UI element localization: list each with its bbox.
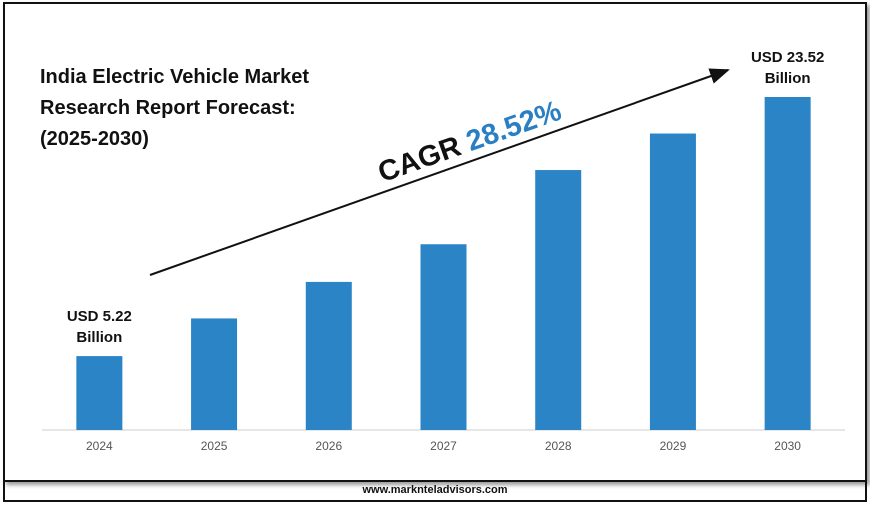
x-tick-label: 2025 [201, 439, 228, 453]
bar [420, 244, 467, 430]
chart-frame [3, 2, 867, 482]
bar [305, 281, 352, 430]
trend-arrow [149, 68, 730, 276]
chart: 2024 2025 2026 2027 2028 2029 2030 [42, 68, 845, 453]
bar [764, 97, 811, 430]
footer: www.marknteladvisors.com [362, 484, 508, 496]
bar [76, 356, 123, 430]
x-tick-label: 2026 [315, 439, 342, 453]
footer-box: www.marknteladvisors.com [3, 480, 867, 502]
chart-title: India Electric Vehicle Market Research R… [40, 66, 310, 150]
x-tick-label: 2028 [545, 439, 572, 453]
x-tick-label: 2030 [774, 439, 801, 453]
x-tick-label: 2029 [660, 439, 687, 453]
bar [191, 318, 238, 430]
value-label: USD 23.52 Billion [750, 49, 825, 87]
bar [649, 133, 696, 430]
bar [535, 170, 582, 430]
x-tick-label: 2024 [86, 439, 113, 453]
x-tick-label: 2027 [430, 439, 457, 453]
value-label: USD 5.22 Billion [66, 308, 132, 347]
